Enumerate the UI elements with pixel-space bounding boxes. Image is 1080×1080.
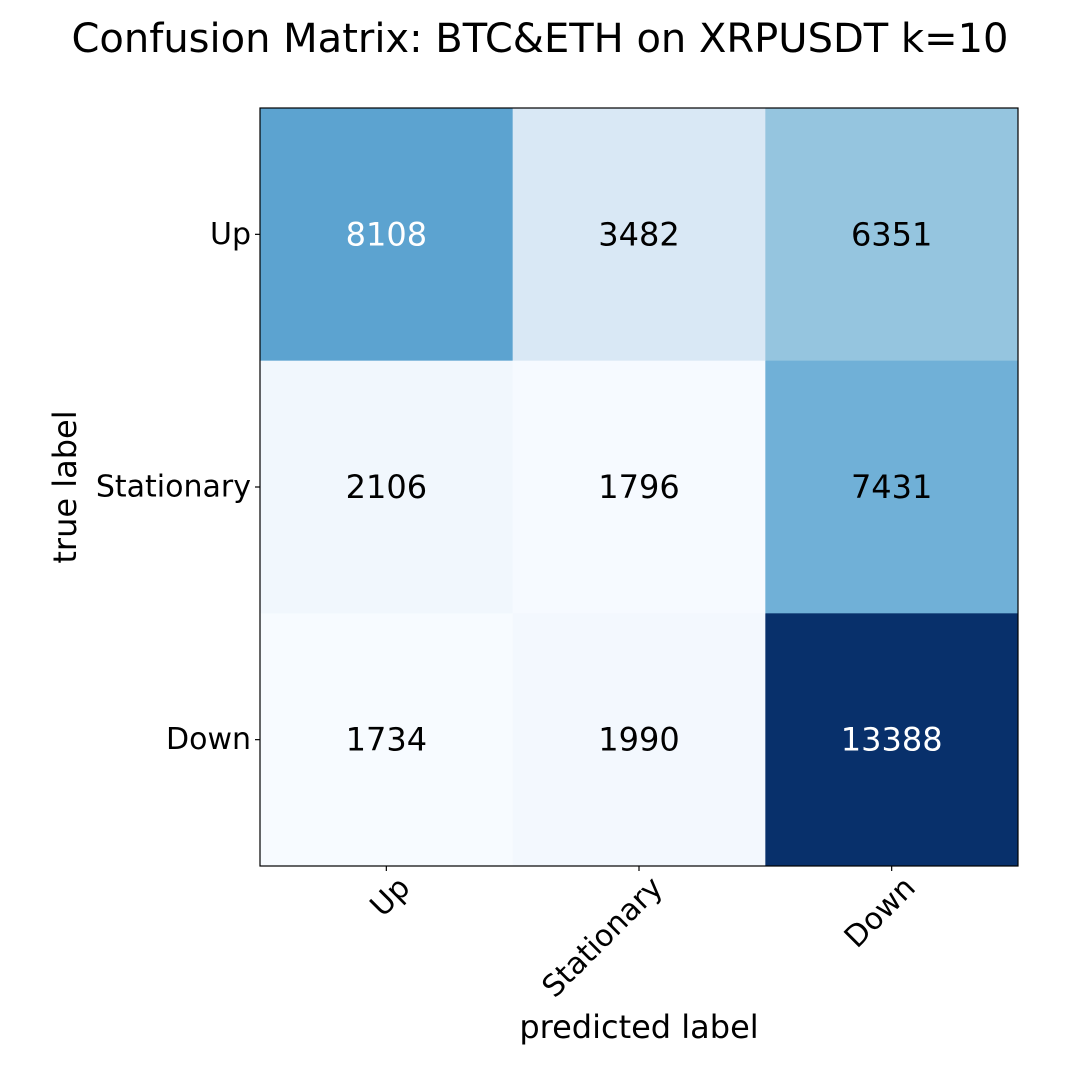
cell-value-label: 1734 <box>346 721 427 759</box>
heatmap-cells <box>260 108 1019 867</box>
y-axis-ticks: Up Stationary Down <box>96 217 260 757</box>
y-tick-label: Stationary <box>96 470 251 505</box>
heatmap-cell <box>765 360 1019 614</box>
x-axis-label: predicted label <box>519 1008 758 1046</box>
cell-value-label: 7431 <box>851 468 932 506</box>
cell-value-label: 13388 <box>841 721 943 759</box>
heatmap-cell <box>512 108 766 362</box>
x-tick-label: Up <box>364 870 418 924</box>
x-tick-label: Down <box>838 870 923 955</box>
y-tick-label: Down <box>166 722 251 757</box>
heatmap-cell <box>260 108 514 362</box>
cell-value-label: 6351 <box>851 215 932 253</box>
heatmap-cell <box>260 360 514 614</box>
cell-value-label: 1796 <box>598 468 679 506</box>
heatmap-cell <box>260 613 514 867</box>
heatmap-cell <box>512 613 766 867</box>
cell-value-label: 1990 <box>598 721 679 759</box>
x-tick-label: Stationary <box>535 870 669 1004</box>
heatmap-cell <box>765 108 1019 362</box>
heatmap-cell <box>765 613 1019 867</box>
x-axis-ticks: Up Stationary Down <box>364 866 923 1005</box>
cell-value-label: 3482 <box>598 215 679 253</box>
heatmap-cell <box>512 360 766 614</box>
cell-value-label: 8108 <box>346 215 427 253</box>
cell-value-label: 2106 <box>346 468 427 506</box>
y-tick-label: Up <box>210 217 251 252</box>
y-axis-label: true label <box>46 410 84 563</box>
heatmap-cell-labels: 8108 3482 6351 2106 1796 7431 1734 1990 13388 <box>346 215 943 758</box>
chart-title: Confusion Matrix: BTC&ETH on XRPUSDT k=1… <box>71 16 1008 62</box>
